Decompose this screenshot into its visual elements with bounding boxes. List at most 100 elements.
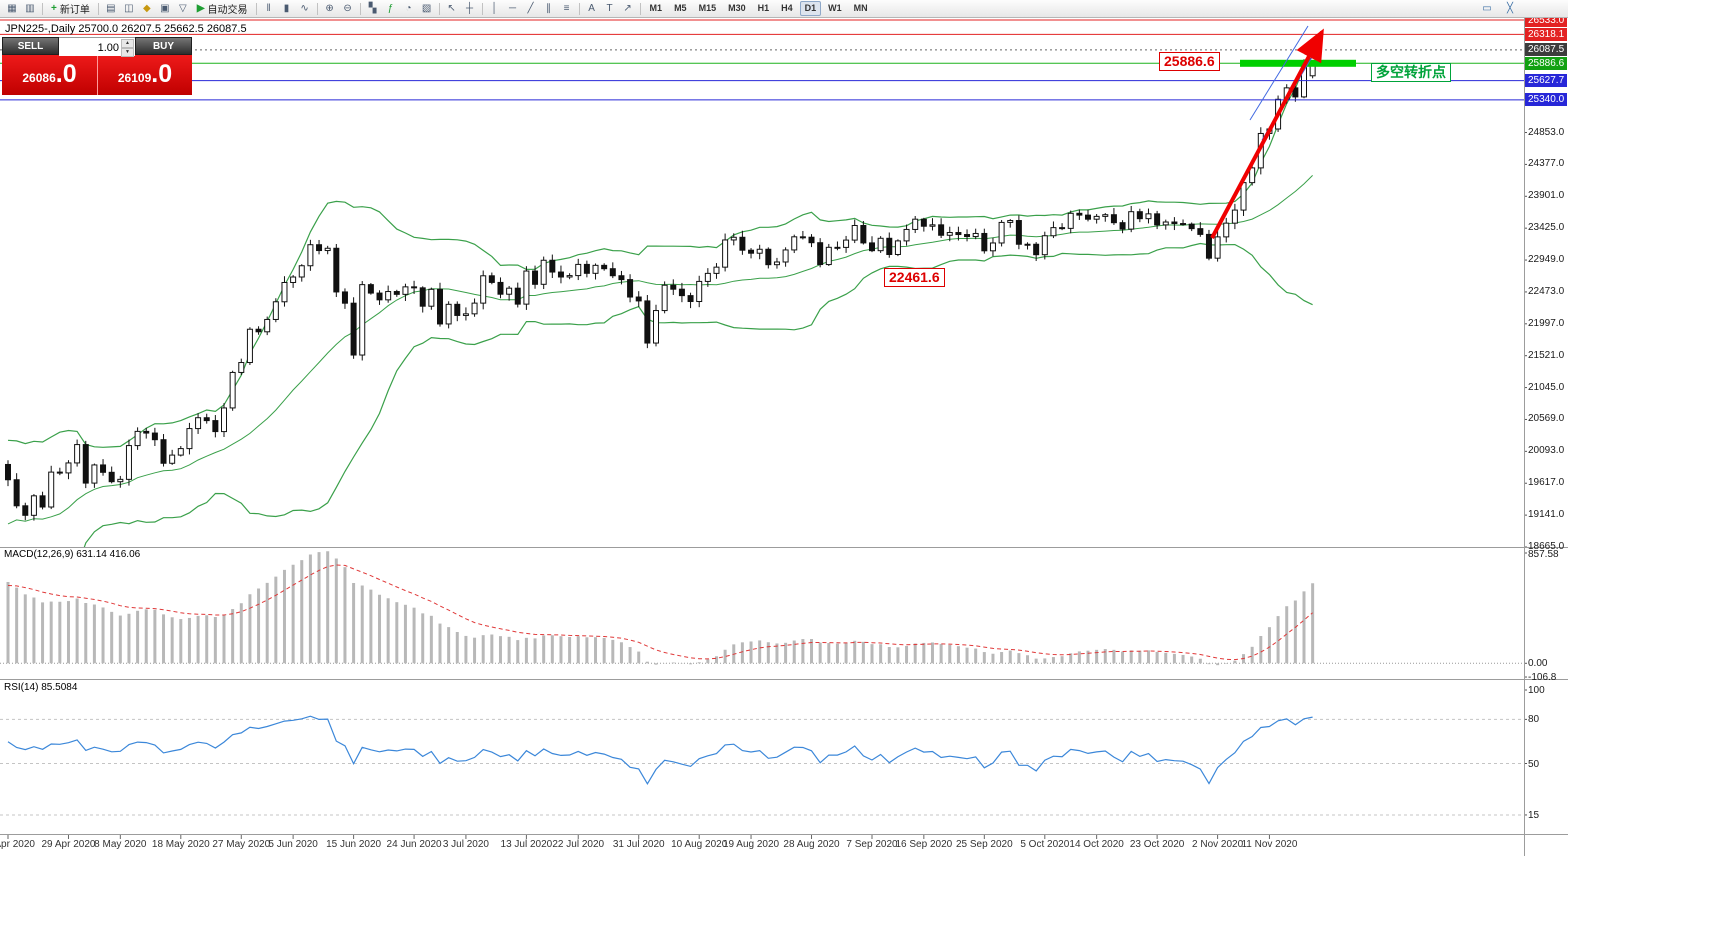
- price-tick: 24853.0: [1528, 126, 1565, 138]
- bar-chart-icon[interactable]: ǁ: [266, 2, 271, 14]
- close-window-icon[interactable]: ╳: [1506, 2, 1514, 14]
- zoom-out-icon[interactable]: ⊖: [343, 2, 352, 14]
- fibonacci-icon[interactable]: ≡: [563, 2, 570, 14]
- macd-scale-label: 857.58: [1528, 549, 1559, 560]
- buy-price-big: .0: [151, 60, 173, 88]
- date-label: 28 Aug 2020: [783, 839, 840, 850]
- price-tick: 23425.0: [1528, 222, 1565, 234]
- sell-price-display[interactable]: 26086.0: [2, 55, 97, 95]
- support-price-label[interactable]: 22461.6: [884, 268, 945, 287]
- price-tag: 25886.6: [1525, 56, 1567, 70]
- navigator-icon[interactable]: ◆: [142, 2, 151, 14]
- arrows-icon[interactable]: ↗: [623, 2, 632, 14]
- date-label: 25 Sep 2020: [955, 839, 1013, 850]
- turning-point-label[interactable]: 多空转折点: [1371, 63, 1451, 82]
- one-click-trading-widget: SELL ▲ ▼ BUY 26086.0 26109.0: [2, 37, 192, 95]
- macd-panel-separator[interactable]: [0, 547, 1568, 548]
- date-label: 18 May 2020: [151, 839, 210, 850]
- date-label: 10 Aug 2020: [671, 839, 728, 850]
- price-tick: 24377.0: [1528, 158, 1565, 170]
- price-tick: 22473.0: [1528, 285, 1565, 297]
- toolbar-separator: [481, 2, 483, 15]
- timeframe-d1[interactable]: D1: [799, 1, 822, 16]
- periods-icon[interactable]: ◔: [405, 2, 412, 14]
- trendline-icon[interactable]: ╱: [527, 2, 534, 14]
- macd-scale-label: 0.00: [1528, 658, 1548, 670]
- date-label: 15 Jun 2020: [326, 839, 382, 850]
- timeframe-m15[interactable]: M15: [698, 3, 717, 13]
- price-scale[interactable]: [1524, 18, 1568, 834]
- date-label: 3 Jul 2020: [442, 839, 489, 850]
- restore-window-icon[interactable]: ▭: [1482, 2, 1492, 14]
- buy-button[interactable]: BUY: [135, 37, 192, 55]
- new-order-button-label: 新订单: [59, 5, 90, 16]
- price-tick: 21045.0: [1528, 381, 1565, 393]
- timeframe-mn[interactable]: MN: [853, 3, 868, 13]
- date-label: 22 Jul 2020: [552, 839, 605, 850]
- autotrading-button[interactable]: ▶ 自动交易: [192, 2, 253, 16]
- market-watch-icon[interactable]: ▤: [106, 2, 116, 14]
- main-chart-panel: [0, 19, 1524, 547]
- buy-price-base: 26109: [117, 71, 152, 85]
- toolbar: ▦ ▥ + 新订单 ▤ ◫ ◆ ▣ ▽ ▶ 自动交易 ǁ ▮ ∿ ⊕ ⊖ ▚ ƒ ◔ ▧ ↖ ┼ │ ─ ╱ ∥ ≡ A T ↗ M1 M5 M…: [0, 0, 1568, 18]
- autotrading-icon: ▶: [196, 3, 205, 14]
- timeframe-m5[interactable]: M5: [674, 3, 687, 13]
- text-icon[interactable]: A: [588, 2, 595, 14]
- new-chart-icon[interactable]: ▦: [7, 2, 17, 14]
- date-label: 13 Jul 2020: [500, 839, 553, 850]
- price-tick: 18665.0: [1528, 540, 1565, 552]
- tile-windows-icon[interactable]: ▚: [368, 2, 377, 14]
- timeframe-w1[interactable]: W1: [828, 3, 842, 13]
- rsi-label: RSI(14) 85.5084: [4, 682, 78, 693]
- timeframe-h4[interactable]: H4: [781, 3, 793, 13]
- date-label: 2 Nov 2020: [1192, 839, 1244, 850]
- sell-button[interactable]: SELL: [2, 37, 59, 55]
- cursor-icon[interactable]: ↖: [447, 2, 456, 14]
- templates-icon[interactable]: ▧: [421, 2, 432, 14]
- vertical-line-icon[interactable]: │: [491, 2, 498, 14]
- line-chart-icon[interactable]: ∿: [300, 2, 309, 14]
- candlestick-icon[interactable]: ▮: [283, 2, 290, 14]
- date-label: 5 Oct 2020: [1020, 839, 1070, 850]
- date-label: 16 Sep 2020: [895, 839, 953, 850]
- price-tick: 22949.0: [1528, 254, 1565, 266]
- date-label: 5 Jun 2020: [268, 839, 318, 850]
- price-tick: 19617.0: [1528, 477, 1565, 489]
- rsi-scale-label: 80: [1528, 714, 1540, 726]
- macd-scale-label: -106.8: [1528, 672, 1557, 684]
- crosshair-icon[interactable]: ┼: [466, 2, 474, 14]
- volume-input[interactable]: [59, 40, 135, 56]
- data-window-icon[interactable]: ◫: [124, 2, 134, 14]
- strategy-tester-icon[interactable]: ▽: [178, 2, 187, 14]
- new-order-button[interactable]: + 新订单: [46, 2, 95, 16]
- rsi-panel-separator[interactable]: [0, 679, 1568, 680]
- volume-up-icon[interactable]: ▲: [121, 39, 134, 48]
- timeframe-m30[interactable]: M30: [728, 3, 746, 13]
- price-tick: 21521.0: [1528, 349, 1565, 361]
- toolbar-separator: [639, 2, 641, 15]
- price-tick: 19141.0: [1528, 509, 1565, 521]
- terminal-icon[interactable]: ▣: [160, 2, 170, 14]
- time-axis-separator: [0, 834, 1568, 835]
- price-tick: 20093.0: [1528, 445, 1565, 457]
- profiles-icon[interactable]: ▥: [25, 2, 35, 14]
- volume-down-icon[interactable]: ▼: [121, 48, 134, 57]
- new-order-icon: +: [51, 3, 57, 14]
- buy-price-display[interactable]: 26109.0: [97, 55, 192, 95]
- date-label: 7 Sep 2020: [846, 839, 898, 850]
- zoom-in-icon[interactable]: ⊕: [325, 2, 334, 14]
- timeframe-h1[interactable]: H1: [757, 3, 770, 13]
- rsi-scale-label: 100: [1528, 685, 1545, 696]
- green-resistance-bar: [1240, 59, 1356, 67]
- label-icon[interactable]: T: [606, 2, 613, 14]
- horizontal-line-icon[interactable]: ─: [509, 2, 517, 14]
- timeframe-m1[interactable]: M1: [649, 3, 663, 13]
- macd-label: MACD(12,26,9) 631.14 416.06: [4, 549, 141, 560]
- price-tick: 23901.0: [1528, 190, 1565, 202]
- resistance-price-label[interactable]: 25886.6: [1159, 52, 1220, 71]
- channel-icon[interactable]: ∥: [546, 2, 552, 14]
- date-label: 8 May 2020: [94, 839, 147, 850]
- indicators-icon[interactable]: ƒ: [387, 2, 394, 14]
